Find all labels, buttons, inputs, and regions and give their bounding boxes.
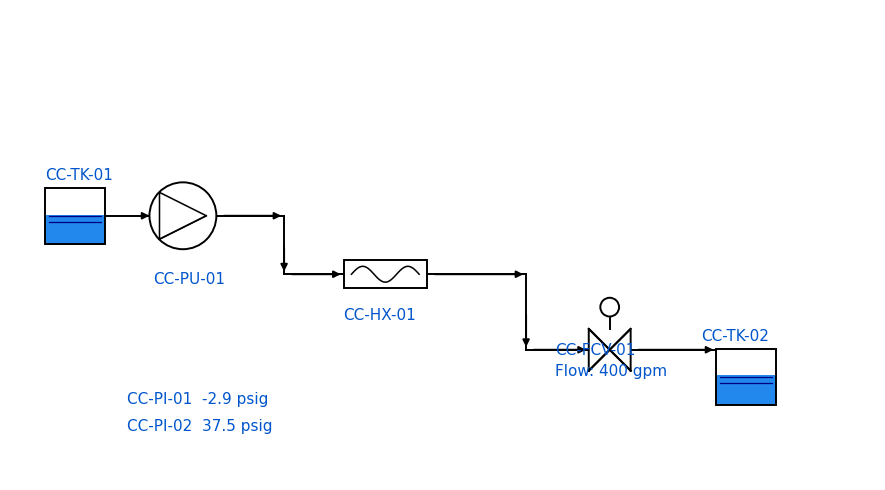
Text: CC-TK-02: CC-TK-02 xyxy=(701,329,769,343)
Bar xyxy=(45,215,104,244)
Text: CC-TK-01: CC-TK-01 xyxy=(45,168,112,183)
Text: CC-PU-01: CC-PU-01 xyxy=(153,272,225,287)
Text: CC-FCV-01
Flow: 400 gpm: CC-FCV-01 Flow: 400 gpm xyxy=(555,343,667,379)
Bar xyxy=(45,188,104,244)
Circle shape xyxy=(150,182,216,249)
Text: CC-PI-01  -2.9 psig: CC-PI-01 -2.9 psig xyxy=(127,392,268,407)
Circle shape xyxy=(600,298,620,317)
Text: CC-PI-02  37.5 psig: CC-PI-02 37.5 psig xyxy=(127,419,273,434)
Bar xyxy=(343,260,427,288)
Bar xyxy=(716,375,776,405)
Text: CC-HX-01: CC-HX-01 xyxy=(343,308,416,323)
Bar xyxy=(716,348,776,405)
